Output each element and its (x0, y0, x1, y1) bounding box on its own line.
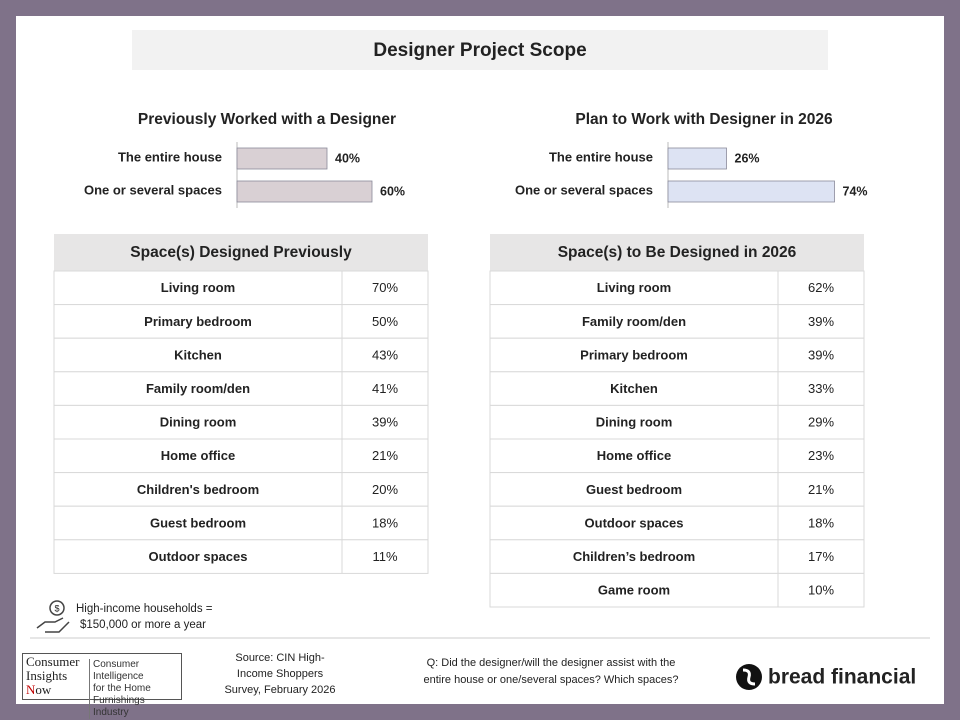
row-value: 21% (808, 482, 834, 497)
note-line: $150,000 or more a year (80, 619, 206, 631)
table-row (53, 505, 429, 541)
row-label: Dining room (596, 415, 673, 430)
brand-name: bread financial (768, 666, 916, 689)
row-label: Living room (161, 280, 235, 295)
table-row (489, 404, 865, 440)
value-label: 26% (735, 151, 760, 165)
chart-title: Plan to Work with Designer in 2026 (575, 111, 833, 128)
category-label: The entire house (118, 149, 222, 164)
question-line: entire house or one/several spaces? Whic… (424, 674, 679, 686)
table-row (53, 371, 429, 406)
table-header: Space(s) to Be Designed in 2026 (558, 244, 797, 261)
bar (667, 147, 727, 170)
category-label: One or several spaces (515, 182, 653, 197)
source-line: Income Shoppers (237, 668, 324, 680)
table-row (53, 539, 429, 574)
slide-title: Designer Project Scope (373, 40, 586, 61)
row-label: Outdoor spaces (585, 515, 684, 530)
note-line: High-income households = (76, 603, 213, 615)
row-label: Guest bedroom (150, 515, 246, 530)
dollar: $ (54, 603, 59, 613)
row-value: 39% (808, 347, 834, 362)
table-header: Space(s) Designed Previously (130, 244, 352, 261)
row-value: 10% (808, 583, 834, 598)
row-label: Outdoor spaces (149, 549, 248, 564)
row-value: 11% (372, 549, 397, 564)
row-value: 41% (372, 381, 398, 396)
table-row (489, 337, 865, 373)
row-value: 70% (372, 280, 398, 295)
row-value: 20% (372, 482, 398, 497)
table-row (53, 472, 429, 507)
row-label: Living room (597, 280, 671, 295)
row-value: 43% (372, 347, 398, 362)
logo-tagline-line: Furnishings Industry (93, 695, 145, 718)
value-label: 40% (335, 151, 360, 165)
bar (667, 180, 835, 203)
table-row (489, 438, 865, 474)
row-value: 18% (372, 515, 398, 530)
row-value: 17% (808, 549, 834, 564)
table-row (489, 270, 865, 306)
table-row (53, 438, 429, 474)
money-icon (36, 600, 70, 633)
bar (236, 147, 328, 170)
row-value: 29% (808, 415, 834, 430)
row-label: Primary bedroom (580, 347, 688, 362)
row-value: 23% (808, 448, 834, 463)
table-row (489, 472, 865, 507)
category-label: One or several spaces (84, 182, 222, 197)
logo-tagline: Consumer Intelligence for the Home Furnish… (89, 659, 181, 719)
row-label: Primary bedroom (144, 314, 252, 329)
row-label: Kitchen (174, 347, 222, 362)
table-row (489, 572, 865, 608)
row-label: Game room (598, 583, 670, 598)
row-value: 39% (808, 314, 834, 329)
brand-icon (736, 664, 762, 690)
row-label: Dining room (160, 415, 237, 430)
row-label: Guest bedroom (586, 482, 682, 497)
source-line: Source: CIN High- (235, 652, 325, 664)
row-label: Kitchen (610, 381, 658, 396)
title-box (132, 30, 828, 70)
logo-word: Consumer (26, 654, 80, 669)
row-label: Home office (597, 448, 671, 463)
table-row (489, 371, 865, 406)
logo-word: Now (26, 682, 52, 697)
cin-logo: Consumer Insights Now Consumer Intelligence… (22, 653, 182, 719)
row-value: 33% (808, 381, 834, 396)
row-value: 21% (372, 448, 398, 463)
bar (236, 180, 373, 203)
value-label: 74% (843, 184, 868, 198)
source-line: Survey, February 2026 (224, 684, 335, 696)
logo-tagline-line: for the Home (93, 683, 151, 694)
logo-tagline-line: Consumer Intelligence (93, 659, 144, 682)
row-label: Children's bedroom (137, 482, 259, 497)
value-label: 60% (380, 184, 405, 198)
chart-title: Previously Worked with a Designer (138, 111, 396, 128)
row-value: 39% (372, 415, 398, 430)
row-label: Family room/den (146, 381, 250, 396)
row-label: Family room/den (582, 314, 686, 329)
table-row (53, 337, 429, 373)
table-row (53, 404, 429, 440)
row-label: Home office (161, 448, 235, 463)
table-row (53, 304, 429, 339)
logo-words: Consumer Insights Now (26, 655, 79, 697)
category-label: The entire house (549, 149, 653, 164)
table-row (489, 539, 865, 574)
row-value: 18% (808, 515, 834, 530)
question-line: Q: Did the designer/will the designer as… (427, 657, 676, 669)
row-label: Children’s bedroom (573, 549, 695, 564)
table-header-bg (490, 234, 864, 271)
table-row (489, 304, 865, 339)
row-value: 50% (372, 314, 398, 329)
row-value: 62% (808, 280, 834, 295)
table-row (53, 270, 429, 306)
table-header-bg (54, 234, 428, 271)
logo-word: Insights (26, 668, 68, 683)
